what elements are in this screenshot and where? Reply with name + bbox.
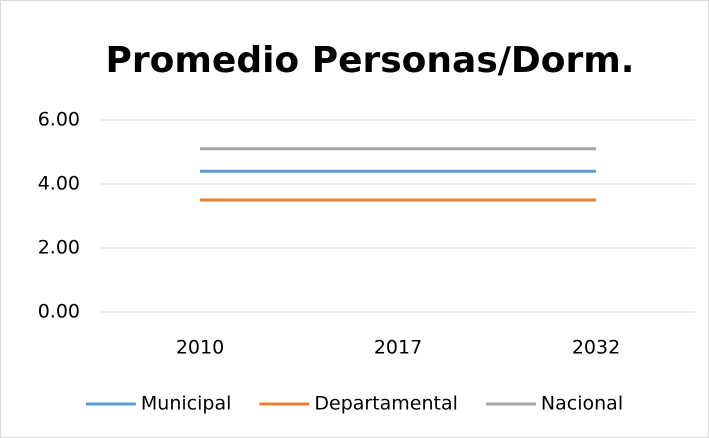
legend-label: Departamental: [314, 393, 458, 415]
x-tick-label: 2010: [176, 337, 224, 359]
y-tick-label: 0.00: [38, 301, 80, 323]
legend-label: Municipal: [141, 393, 231, 415]
x-tick-label: 2032: [572, 337, 620, 359]
y-tick-label: 4.00: [38, 173, 80, 195]
x-tick-label: 2017: [374, 337, 422, 359]
legend-label: Nacional: [541, 393, 623, 415]
y-tick-label: 6.00: [38, 109, 80, 131]
y-tick-label: 2.00: [38, 237, 80, 259]
chart-title: Promedio Personas/Dorm.: [106, 40, 635, 81]
